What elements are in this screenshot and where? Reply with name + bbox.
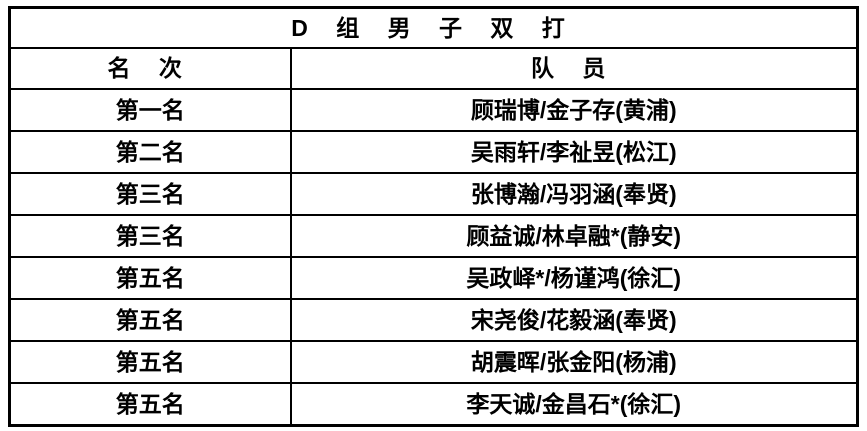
players-cell: 吴雨轩/李祉昱(松江) bbox=[289, 130, 859, 174]
players-cell: 张博瀚/冯羽涵(奉贤) bbox=[289, 172, 859, 216]
table-title: D 组 男 子 双 打 bbox=[8, 6, 859, 49]
rank-cell: 第五名 bbox=[8, 340, 292, 384]
column-header-rank: 名 次 bbox=[8, 47, 292, 90]
table-row: 第三名 顾益诚/林卓融*(静安) bbox=[8, 214, 859, 258]
rank-cell: 第三名 bbox=[8, 214, 292, 258]
rank-cell: 第二名 bbox=[8, 130, 292, 174]
rank-cell: 第一名 bbox=[8, 88, 292, 132]
rank-cell: 第五名 bbox=[8, 298, 292, 342]
results-table: D 组 男 子 双 打 名 次 队 员 第一名 顾瑞博/金子存(黄浦) 第二名 … bbox=[8, 6, 859, 427]
rank-cell: 第三名 bbox=[8, 172, 292, 216]
players-cell: 胡震晖/张金阳(杨浦) bbox=[289, 340, 859, 384]
players-cell: 吴政峄*/杨谨鸿(徐汇) bbox=[289, 256, 859, 300]
table-row: 第一名 顾瑞博/金子存(黄浦) bbox=[8, 88, 859, 132]
results-sheet: D 组 男 子 双 打 名 次 队 员 第一名 顾瑞博/金子存(黄浦) 第二名 … bbox=[8, 6, 859, 427]
table-row: 第五名 李天诚/金昌石*(徐汇) bbox=[8, 382, 859, 427]
players-cell: 李天诚/金昌石*(徐汇) bbox=[289, 382, 859, 427]
players-cell: 顾瑞博/金子存(黄浦) bbox=[289, 88, 859, 132]
players-cell: 宋尧俊/花毅涵(奉贤) bbox=[289, 298, 859, 342]
rank-cell: 第五名 bbox=[8, 256, 292, 300]
table-row: 第五名 胡震晖/张金阳(杨浦) bbox=[8, 340, 859, 384]
table-row: 第二名 吴雨轩/李祉昱(松江) bbox=[8, 130, 859, 174]
table-header-row: 名 次 队 员 bbox=[8, 47, 859, 90]
table-row: 第五名 宋尧俊/花毅涵(奉贤) bbox=[8, 298, 859, 342]
table-row: 第五名 吴政峄*/杨谨鸿(徐汇) bbox=[8, 256, 859, 300]
table-title-row: D 组 男 子 双 打 bbox=[8, 6, 859, 49]
players-cell: 顾益诚/林卓融*(静安) bbox=[289, 214, 859, 258]
table-row: 第三名 张博瀚/冯羽涵(奉贤) bbox=[8, 172, 859, 216]
rank-cell: 第五名 bbox=[8, 382, 292, 427]
column-header-players: 队 员 bbox=[289, 47, 859, 90]
